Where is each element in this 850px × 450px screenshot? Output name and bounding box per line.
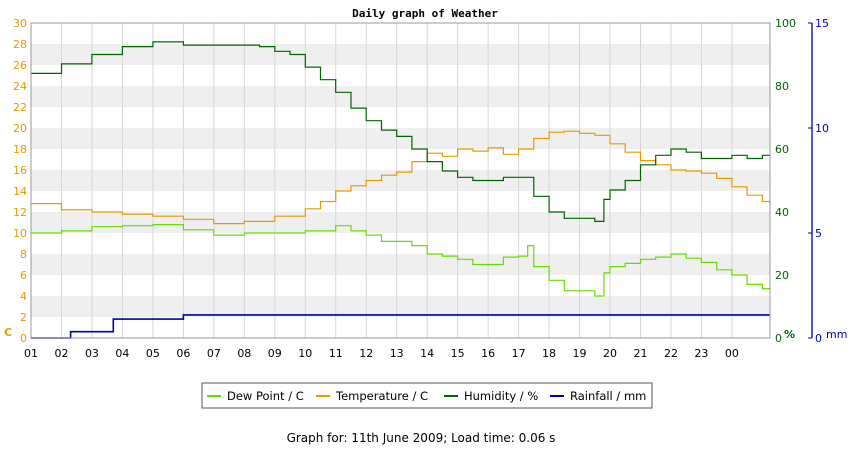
x-tick-label: 01 — [24, 347, 38, 360]
temp-tick-label: 10 — [13, 227, 27, 240]
temp-axis-unit: C — [4, 326, 12, 339]
x-tick-label: 09 — [268, 347, 282, 360]
series-layer — [31, 41, 771, 339]
humidity-tick-label: 0 — [775, 332, 782, 345]
temp-tick-label: 18 — [13, 143, 27, 156]
humidity-tick-label: 40 — [775, 206, 789, 219]
x-tick-label: 08 — [237, 347, 251, 360]
footer-load-info: Graph for: 11th June 2009; Load time: 0.… — [287, 431, 556, 445]
humidity-tick-label: 100 — [775, 17, 796, 30]
legend: Dew Point / C Temperature / C Humidity /… — [201, 382, 653, 409]
plot-band — [31, 233, 770, 254]
x-tick-label: 19 — [573, 347, 587, 360]
plot-band — [31, 65, 770, 86]
series-line-humidity — [31, 41, 770, 222]
x-tick-label: 17 — [512, 347, 526, 360]
rainfall-axis: 0 5 10 15 — [808, 17, 829, 345]
plot-band — [31, 44, 770, 65]
x-tick-label: 15 — [451, 347, 465, 360]
temp-tick-label: 20 — [13, 122, 27, 135]
temp-tick-label: 28 — [13, 38, 27, 51]
plot-band — [31, 275, 770, 296]
plot-frame — [30, 22, 771, 339]
temp-tick-label: 8 — [20, 248, 27, 261]
series-line-temperature — [31, 130, 771, 225]
legend-label-rainfall: Rainfall / mm — [570, 389, 646, 403]
x-tick-label: 23 — [694, 347, 708, 360]
temp-tick-label: 2 — [20, 311, 27, 324]
plot-background — [31, 23, 770, 338]
x-tick-label: 00 — [725, 347, 739, 360]
x-axis: 01 02 03 04 05 06 07 08 09 10 11 12 13 14 15 16 17 18 19 20… — [24, 347, 739, 360]
x-tick-label: 18 — [542, 347, 556, 360]
temp-tick-label: 16 — [13, 164, 27, 177]
chart-title: Daily graph of Weather — [352, 7, 498, 20]
temp-tick-label: 12 — [13, 206, 27, 219]
legend-label-dew-point: Dew Point / C — [227, 389, 304, 403]
rainfall-tick-label: 5 — [815, 227, 822, 240]
legend-label-temperature: Temperature / C — [335, 389, 428, 403]
x-tick-label: 07 — [207, 347, 221, 360]
humidity-axis: 0 20 40 60 80 100 — [775, 17, 796, 345]
humidity-tick-label: 80 — [775, 80, 789, 93]
x-tick-label: 20 — [603, 347, 617, 360]
x-tick-label: 04 — [115, 347, 129, 360]
plot-band — [31, 128, 770, 149]
plot-band — [31, 170, 770, 191]
x-tick-label: 02 — [54, 347, 68, 360]
humidity-axis-unit: % — [784, 328, 795, 341]
x-tick-label: 05 — [146, 347, 160, 360]
temp-tick-label: 22 — [13, 101, 27, 114]
rainfall-tick-label: 15 — [815, 17, 829, 30]
x-tick-label: 06 — [176, 347, 190, 360]
x-tick-label: 12 — [359, 347, 373, 360]
temp-tick-label: 14 — [13, 185, 27, 198]
plot-band — [31, 317, 770, 338]
x-tick-label: 10 — [298, 347, 312, 360]
rainfall-axis-unit: mm — [826, 328, 847, 341]
temp-tick-label: 30 — [13, 17, 27, 30]
plot-band — [31, 23, 770, 44]
legend-label-humidity: Humidity / % — [464, 389, 538, 403]
x-tick-label: 11 — [329, 347, 343, 360]
plot-band — [31, 149, 770, 170]
series-line-dew-point — [31, 224, 771, 297]
humidity-tick-label: 20 — [775, 269, 789, 282]
rainfall-tick-label: 10 — [815, 122, 829, 135]
x-tick-label: 13 — [390, 347, 404, 360]
temp-tick-label: 24 — [13, 80, 27, 93]
temp-tick-label: 26 — [13, 59, 27, 72]
plot-band — [31, 191, 770, 212]
plot-band — [31, 296, 770, 317]
plot-band — [31, 254, 770, 275]
x-tick-label: 16 — [481, 347, 495, 360]
x-tick-label: 21 — [633, 347, 647, 360]
x-tick-label: 22 — [664, 347, 678, 360]
series-line-rainfall — [31, 314, 770, 339]
rainfall-tick-label: 0 — [815, 332, 822, 345]
x-tick-label: 14 — [420, 347, 434, 360]
plot-band — [31, 107, 770, 128]
plot-band — [31, 212, 770, 233]
x-tick-label: 03 — [85, 347, 99, 360]
temp-tick-label: 0 — [20, 332, 27, 345]
temp-tick-label: 6 — [20, 269, 27, 282]
temp-tick-label: 4 — [20, 290, 27, 303]
plot-band — [31, 86, 770, 107]
humidity-tick-label: 60 — [775, 143, 789, 156]
